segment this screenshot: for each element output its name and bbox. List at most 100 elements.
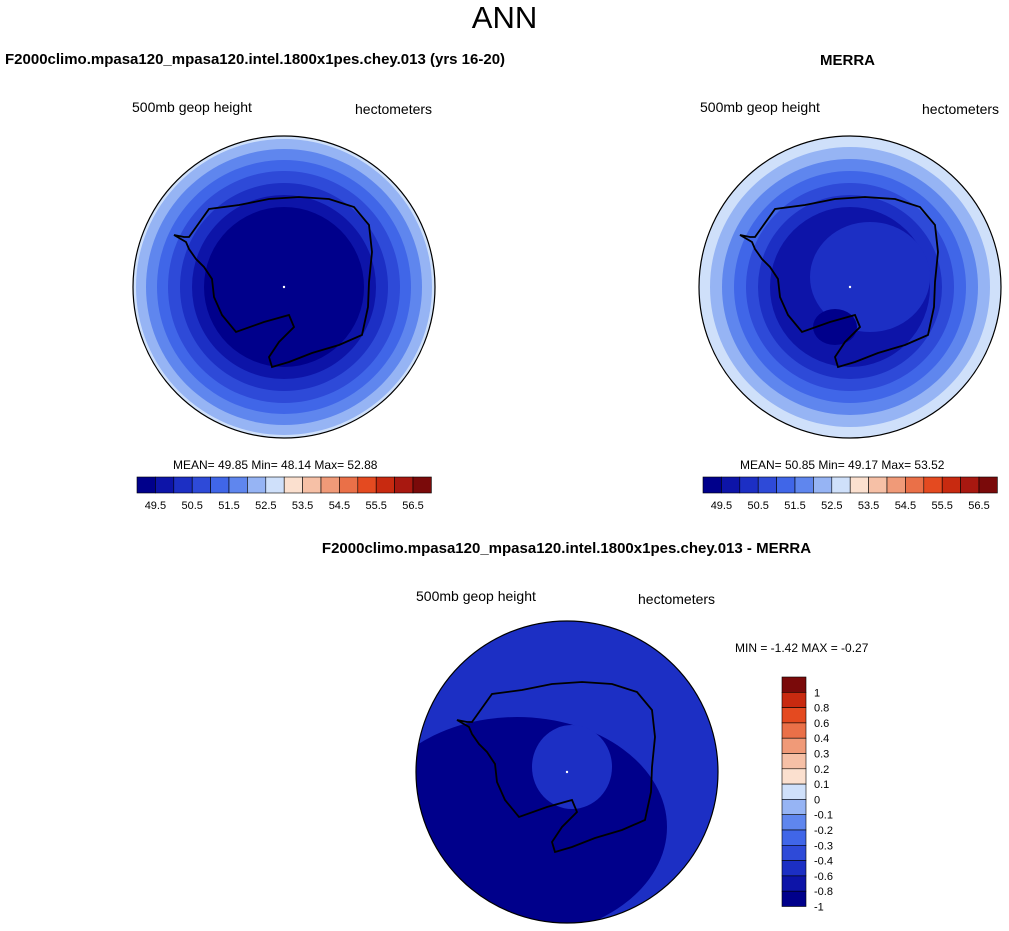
colorbar-label: 0 <box>814 794 820 806</box>
coastline <box>739 196 939 369</box>
colorbar-box <box>941 476 961 494</box>
panel-3-units-label: hectometers <box>638 591 716 607</box>
colorbar-box <box>781 768 807 785</box>
map-border <box>415 620 719 924</box>
colorbar-box <box>357 476 377 494</box>
colorbar-label: 54.5 <box>895 500 916 512</box>
colorbar-box <box>781 707 807 724</box>
colorbar-box <box>886 476 906 494</box>
colorbar-box <box>776 476 796 494</box>
panel-1-variable-label: 500mb geop height <box>132 99 252 115</box>
colorbar-box <box>702 476 722 494</box>
colorbar-label: 1 <box>814 687 820 699</box>
colorbar-box <box>781 844 807 861</box>
difference-colorbar: 1 0.8 0.6 0.4 0.3 0.2 0.1 0 -0.1 -0.2 -0.3 -0.4 -0.6… <box>781 676 833 914</box>
colorbar-box <box>923 476 943 494</box>
colorbar-label: -0.8 <box>814 886 833 898</box>
colorbar-box <box>781 814 807 831</box>
merra-map <box>699 136 1001 438</box>
colorbar-box <box>781 860 807 877</box>
colorbar-box <box>781 799 807 816</box>
panel-3-title: F2000climo.mpasa120_mpasa120.intel.1800x… <box>321 540 812 557</box>
contour-band <box>416 717 667 923</box>
colorbar-label: 0.3 <box>814 749 829 761</box>
colorbar-box <box>849 476 869 494</box>
colorbar-label: -0.6 <box>814 871 833 883</box>
colorbar-box <box>265 476 285 494</box>
model-map <box>133 136 435 438</box>
model-colorbar: 49.5 50.5 51.5 52.5 53.5 54.5 55.5 56.5 <box>136 476 432 512</box>
panel-2-units-label: hectometers <box>922 101 1000 117</box>
coastline <box>173 196 373 369</box>
colorbar-box <box>781 691 807 708</box>
pole-marker <box>282 285 286 289</box>
colorbar-box <box>781 676 807 693</box>
pole-marker <box>565 770 569 774</box>
panel-1-units-label: hectometers <box>355 101 433 117</box>
colorbar-label: 0.8 <box>814 703 829 715</box>
colorbar-label: 53.5 <box>858 500 879 512</box>
colorbar-box <box>191 476 211 494</box>
contour-band <box>810 222 930 332</box>
colorbar-box <box>781 722 807 739</box>
colorbar-label: -0.2 <box>814 825 833 837</box>
colorbar-label: 0.1 <box>814 779 829 791</box>
colorbar-box <box>228 476 248 494</box>
colorbar-box <box>831 476 851 494</box>
colorbar-box <box>781 783 807 800</box>
panel-3-variable-label: 500mb geop height <box>416 588 536 604</box>
colorbar-label: 0.2 <box>814 764 829 776</box>
colorbar-box <box>781 890 807 907</box>
colorbar-box <box>283 476 303 494</box>
panel-2-variable-label: 500mb geop height <box>700 99 820 115</box>
colorbar-box <box>375 476 395 494</box>
colorbar-label: 55.5 <box>931 500 952 512</box>
colorbar-box <box>794 476 814 494</box>
colorbar-label: 49.5 <box>711 500 732 512</box>
colorbar-label: 54.5 <box>329 500 350 512</box>
colorbar-label: 0.4 <box>814 733 829 745</box>
colorbar-box <box>136 476 156 494</box>
colorbar-box <box>813 476 833 494</box>
contour-band <box>813 309 857 345</box>
map-border <box>132 135 436 439</box>
colorbar-label: 51.5 <box>218 500 239 512</box>
colorbar-label: 51.5 <box>784 500 805 512</box>
colorbar-box <box>868 476 888 494</box>
panel-3-stats: MIN = -1.42 MAX = -0.27 <box>735 641 869 655</box>
colorbar-label: -0.3 <box>814 840 833 852</box>
colorbar-box <box>757 476 777 494</box>
panel-1-stats: MEAN= 49.85 Min= 48.14 Max= 52.88 <box>173 458 378 472</box>
colorbar-label: 52.5 <box>255 500 276 512</box>
colorbar-box <box>781 737 807 754</box>
panel-2-stats: MEAN= 50.85 Min= 49.17 Max= 53.52 <box>740 458 945 472</box>
coastline <box>456 681 656 854</box>
colorbar-box <box>210 476 230 494</box>
panel-1-title: F2000climo.mpasa120_mpasa120.intel.1800x… <box>5 51 506 68</box>
colorbar-box <box>247 476 267 494</box>
colorbar-box <box>739 476 759 494</box>
colorbar-box <box>412 476 432 494</box>
colorbar-box <box>155 476 175 494</box>
colorbar-label: -1 <box>814 902 824 914</box>
colorbar-box <box>905 476 925 494</box>
colorbar-box <box>978 476 998 494</box>
panel-2-title: MERRA <box>820 52 875 69</box>
colorbar-label: 52.5 <box>821 500 842 512</box>
colorbar-label: -0.1 <box>814 810 833 822</box>
colorbar-label: 0.6 <box>814 718 829 730</box>
colorbar-label: -0.4 <box>814 856 833 868</box>
figure-title: ANN <box>471 0 538 35</box>
colorbar-label: 53.5 <box>292 500 313 512</box>
pole-marker <box>848 285 852 289</box>
colorbar-label: 55.5 <box>365 500 386 512</box>
colorbar-box <box>173 476 193 494</box>
colorbar-box <box>960 476 980 494</box>
colorbar-box <box>339 476 359 494</box>
colorbar-label: 56.5 <box>402 500 423 512</box>
colorbar-label: 56.5 <box>968 500 989 512</box>
colorbar-label: 49.5 <box>145 500 166 512</box>
colorbar-box <box>781 829 807 846</box>
colorbar-box <box>320 476 340 494</box>
